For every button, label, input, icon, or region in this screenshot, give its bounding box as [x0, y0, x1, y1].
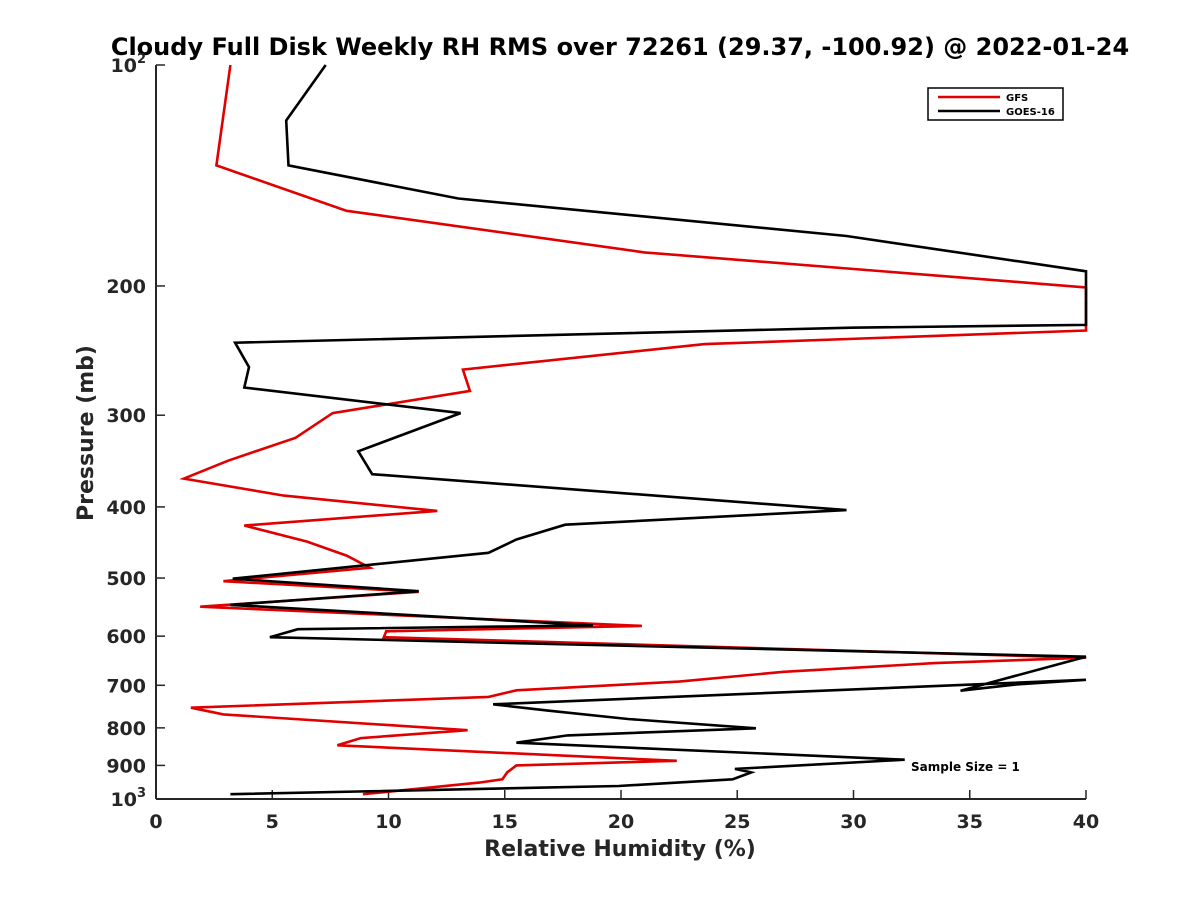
x-tick-label: 40	[1073, 811, 1099, 833]
legend-label-gfs: GFS	[1006, 93, 1028, 104]
y-tick-label: 200	[106, 276, 146, 298]
x-tick-label: 10	[375, 811, 401, 833]
plot-area	[155, 65, 1086, 800]
y-axis-label: Pressure (mb)	[74, 345, 99, 521]
y-tick-label: 800	[106, 718, 146, 740]
y-tick-label: 900	[106, 755, 146, 777]
x-tick-label: 15	[492, 811, 518, 833]
x-tick-label: 25	[724, 811, 750, 833]
x-axis-label: Relative Humidity (%)	[484, 837, 756, 862]
x-tick-label: 35	[957, 811, 983, 833]
y-tick-label: 300	[106, 405, 146, 427]
y-tick-label: 500	[106, 568, 146, 590]
y-tick-label: 700	[106, 675, 146, 697]
legend-box	[927, 87, 1064, 121]
x-tick-label: 20	[608, 811, 634, 833]
chart-title: Cloudy Full Disk Weekly RH RMS over 7226…	[111, 33, 1129, 61]
legend-label-goes-16: GOES-16	[1006, 107, 1055, 118]
y-tick-exponent: 3	[137, 786, 146, 801]
y-axis-ticks: 102 200 300 400 500 600 700 800 900 103	[106, 52, 165, 811]
x-tick-label: 5	[266, 811, 279, 833]
x-tick-label: 30	[840, 811, 866, 833]
series-group	[179, 64, 1088, 796]
y-tick-label: 400	[106, 497, 146, 519]
y-tick-label: 103	[111, 786, 147, 811]
legend: GFS GOES-16	[927, 87, 1064, 121]
x-tick-label: 0	[149, 811, 162, 833]
series-line-goes-16	[230, 64, 1088, 796]
y-tick-exponent: 2	[137, 52, 146, 67]
y-tick-label: 102	[111, 52, 147, 77]
x-axis-ticks: 0 5 10 15 20 25 30 35 40	[149, 790, 1099, 833]
sample-size-annotation: Sample Size = 1	[911, 760, 1020, 774]
y-tick-label: 600	[106, 626, 146, 648]
